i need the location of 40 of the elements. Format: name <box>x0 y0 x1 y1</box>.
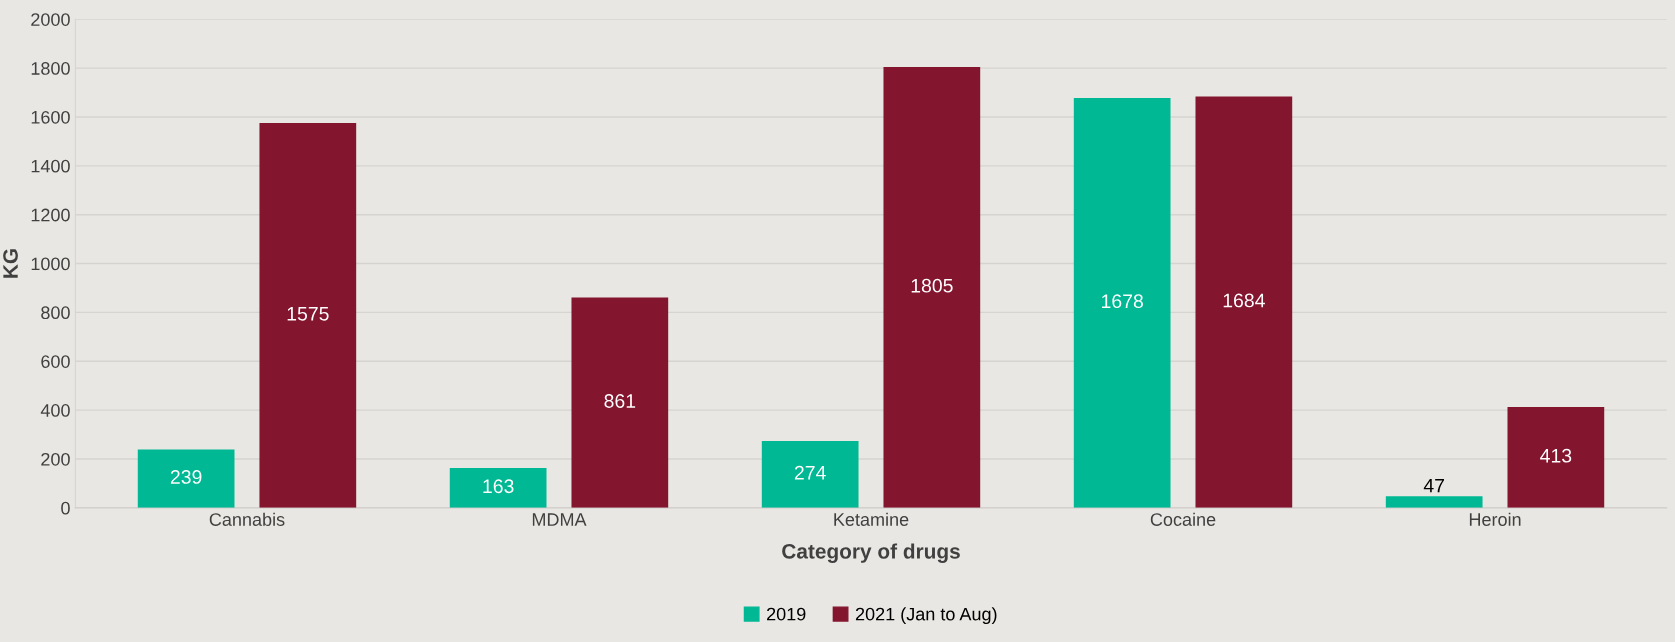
y-tick-label: 0 <box>61 501 70 515</box>
x-tick-label: MDMA <box>532 513 587 526</box>
legend-label: 2021 (Jan to Aug) <box>855 607 997 625</box>
y-axis-title: KG <box>3 249 18 278</box>
y-tick-label: 1400 <box>31 159 70 173</box>
bar <box>761 440 859 508</box>
y-tick-label: 1800 <box>31 62 70 75</box>
data-label: 1575 <box>287 307 329 321</box>
bar <box>1385 496 1483 508</box>
y-tick-label: 400 <box>40 404 70 417</box>
bar <box>883 66 981 508</box>
data-label: 861 <box>604 394 636 408</box>
bar <box>259 123 357 508</box>
y-tick-label: 1000 <box>31 257 70 271</box>
bar <box>1507 406 1605 508</box>
y-tick-label: 1600 <box>31 110 70 124</box>
data-label: 47 <box>1423 478 1445 493</box>
bar <box>1195 96 1293 508</box>
bar <box>449 468 547 508</box>
legend-label: 2019 <box>767 607 806 621</box>
x-axis-title: Category of drugs <box>782 543 960 563</box>
y-tick-label: 800 <box>41 306 70 320</box>
data-label: 1805 <box>911 278 953 293</box>
bar <box>137 449 235 508</box>
data-label: 239 <box>170 470 202 484</box>
data-label: 413 <box>1540 448 1572 463</box>
data-label: 1684 <box>1223 293 1265 308</box>
y-tick-label: 1200 <box>31 208 70 222</box>
data-label: 274 <box>794 465 826 480</box>
y-tick-label: 600 <box>41 355 70 368</box>
bar <box>1073 97 1171 508</box>
data-label: 163 <box>483 479 514 494</box>
data-label: 1678 <box>1102 294 1143 309</box>
y-tick-label: 2000 <box>31 13 70 26</box>
x-tick-label: Heroin <box>1469 512 1521 526</box>
x-tick-label: Cannabis <box>209 512 285 526</box>
x-tick-label: Ketamine <box>834 512 909 526</box>
y-tick-label: 200 <box>41 452 70 466</box>
bar <box>571 297 669 508</box>
x-tick-label: Cocaine <box>1150 512 1216 526</box>
